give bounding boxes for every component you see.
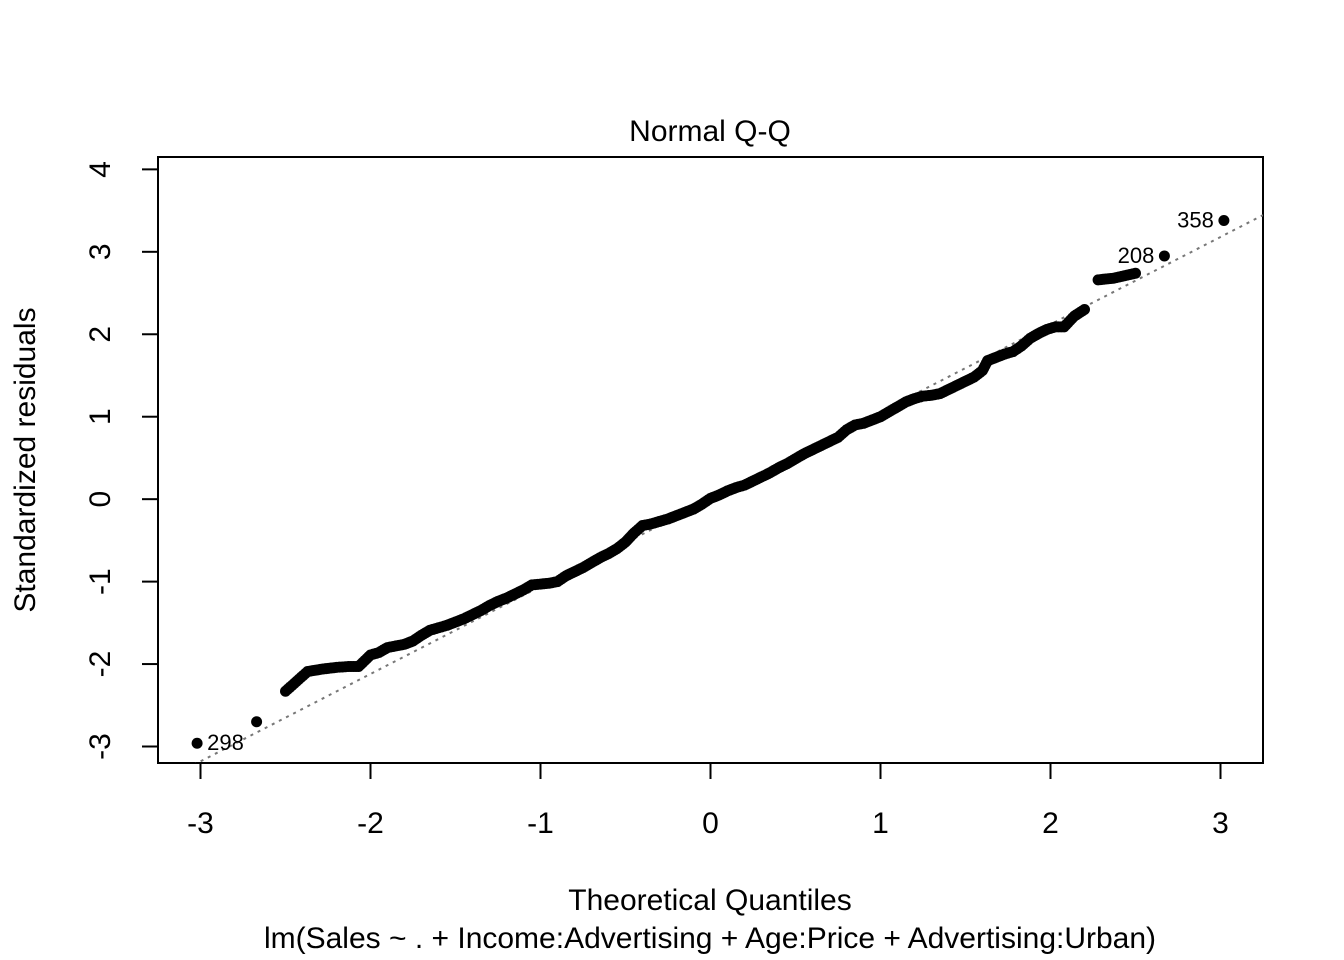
- x-tick-label: 2: [1042, 807, 1059, 840]
- chart-subtitle: lm(Sales ~ . + Income:Advertising + Age:…: [264, 922, 1156, 955]
- data-point: [251, 716, 263, 728]
- x-tick-label: 1: [872, 807, 889, 840]
- y-axis: -3 -2 -1 0 1 2 3 4: [84, 161, 159, 760]
- y-tick-label: 0: [84, 491, 117, 508]
- x-tick-label: -3: [187, 807, 214, 840]
- data-point: [1218, 214, 1230, 226]
- x-tick-label: -2: [357, 807, 384, 840]
- y-tick-label: 3: [84, 243, 117, 260]
- y-tick-label: 2: [84, 326, 117, 343]
- x-tick-label: -1: [527, 807, 554, 840]
- x-axis: -3 -2 -1 0 1 2 3: [187, 762, 1229, 840]
- point-label-358: 358: [1177, 207, 1214, 232]
- point-labels-layer: 358 208 298: [207, 207, 1214, 755]
- y-tick-label: 4: [84, 161, 117, 178]
- x-tick-label: 3: [1212, 807, 1229, 840]
- data-point: [191, 737, 203, 749]
- y-tick-label: -1: [84, 568, 117, 595]
- y-axis-title: Standardized residuals: [9, 307, 42, 612]
- points-layer: [191, 214, 1230, 749]
- chart-title: Normal Q-Q: [629, 115, 791, 148]
- x-tick-label: 0: [702, 807, 719, 840]
- y-tick-label: -3: [84, 733, 117, 760]
- data-point: [1127, 268, 1139, 280]
- data-point: [1076, 305, 1088, 317]
- x-axis-title: Theoretical Quantiles: [568, 884, 851, 917]
- point-label-298: 298: [207, 730, 244, 755]
- y-tick-label: 1: [84, 408, 117, 425]
- data-point: [1158, 250, 1170, 262]
- y-tick-label: -2: [84, 651, 117, 678]
- point-label-208: 208: [1118, 243, 1155, 268]
